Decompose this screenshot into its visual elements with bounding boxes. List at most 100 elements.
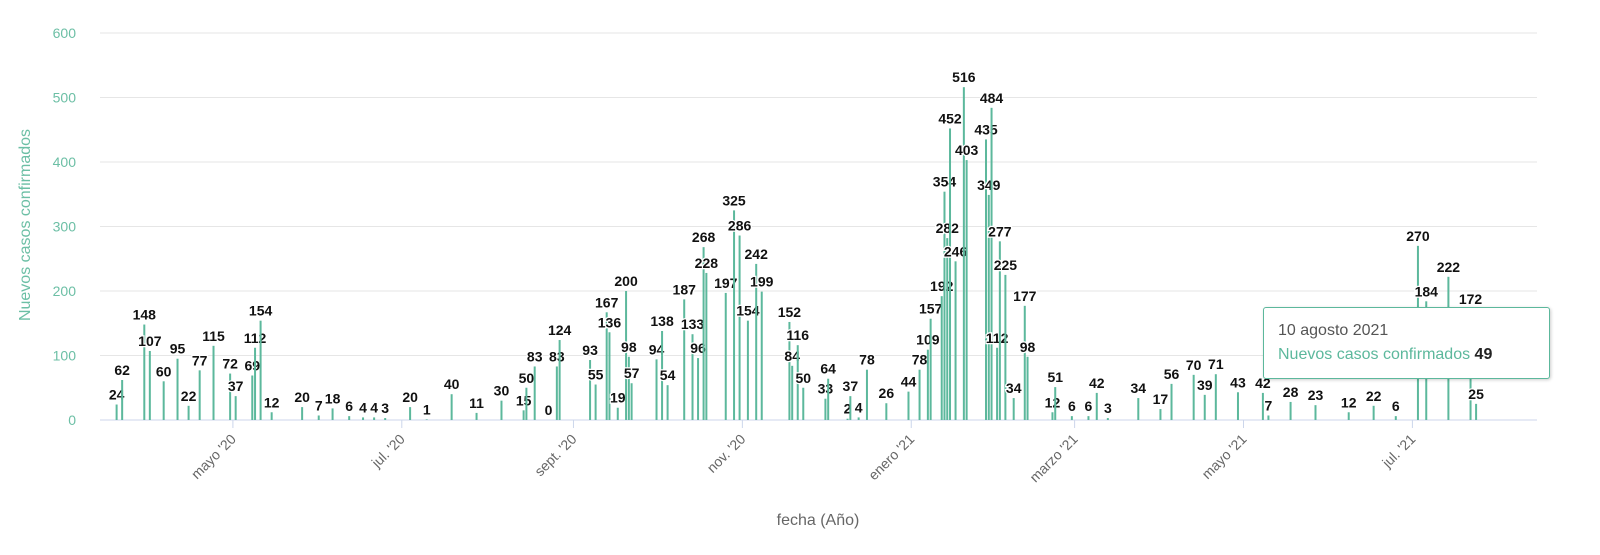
data-label: 7: [315, 397, 323, 413]
bar: [384, 418, 387, 420]
bar: [362, 417, 365, 420]
data-label: 30: [494, 383, 510, 399]
data-label: 15: [516, 392, 532, 408]
bar: [1192, 374, 1195, 420]
bar: [1023, 305, 1026, 420]
data-label: 109: [916, 332, 940, 348]
bar: [827, 378, 830, 420]
tooltip-value: 49: [1474, 346, 1493, 363]
bar: [301, 407, 304, 420]
data-label: 6: [1392, 398, 1400, 414]
bar: [1267, 415, 1270, 420]
data-label: 83: [527, 348, 543, 364]
bar: [796, 345, 799, 420]
data-label: 246: [944, 243, 968, 259]
bar: [1314, 405, 1317, 420]
bar: [1475, 403, 1478, 420]
data-label: 64: [820, 361, 836, 377]
bar: [525, 387, 528, 420]
data-label: 1: [423, 401, 431, 417]
tooltip-date: 10 agosto 2021: [1278, 322, 1389, 339]
x-tick-label: jul. '20: [368, 431, 408, 471]
bar: [558, 340, 561, 420]
data-label: 325: [722, 192, 746, 208]
data-label: 124: [548, 322, 572, 338]
data-label: 152: [778, 304, 802, 320]
bar: [987, 194, 990, 420]
data-label: 172: [1459, 291, 1483, 307]
bar: [450, 394, 453, 420]
bar: [791, 365, 794, 420]
bar: [1054, 387, 1057, 420]
data-label: 452: [938, 110, 962, 126]
bar: [1214, 374, 1217, 420]
data-label: 200: [614, 273, 638, 289]
bar: [733, 210, 736, 420]
data-label: 228: [695, 255, 719, 271]
data-label: 187: [673, 281, 697, 297]
bar: [234, 396, 237, 420]
bar: [865, 369, 868, 420]
data-label: 286: [728, 218, 752, 234]
data-label: 115: [202, 328, 225, 344]
data-label: 22: [181, 388, 197, 404]
data-label: 107: [138, 333, 162, 349]
bar: [1051, 412, 1054, 420]
data-label: 60: [156, 363, 172, 379]
bar: [605, 312, 608, 420]
bar: [630, 383, 633, 420]
bar: [251, 375, 254, 420]
data-label: 23: [1308, 387, 1324, 403]
bar: [115, 404, 118, 420]
data-label: 225: [994, 257, 1018, 273]
y-tick-label: 200: [53, 283, 77, 299]
bar: [317, 415, 320, 420]
bar: [996, 347, 999, 420]
bar: [1095, 392, 1098, 420]
bar: [475, 412, 478, 420]
bar: [1261, 392, 1264, 420]
data-label: 34: [1131, 380, 1147, 396]
x-tick-label: nov. '20: [704, 431, 749, 476]
bar: [348, 416, 351, 420]
bar: [1170, 383, 1173, 420]
bar: [1004, 274, 1007, 420]
tooltip: 10 agosto 2021 Nuevos casos confirmados …: [1263, 307, 1550, 379]
bar: [1236, 392, 1239, 420]
bar: [691, 334, 694, 420]
data-label: 112: [986, 330, 1009, 346]
bar: [965, 160, 968, 420]
data-label: 98: [1020, 339, 1036, 355]
bar: [425, 419, 428, 420]
y-tick-label: 500: [53, 90, 77, 106]
data-label: 199: [750, 274, 774, 290]
data-label: 62: [114, 362, 130, 378]
bar: [697, 358, 700, 420]
data-label: 12: [1341, 394, 1357, 410]
tooltip-series-name: Nuevos casos confirmados: [1278, 346, 1471, 363]
data-label: 6: [345, 398, 353, 414]
data-label: 7: [1265, 397, 1273, 413]
y-tick-label: 600: [53, 25, 77, 41]
data-label: 6: [1068, 398, 1076, 414]
x-tick-label: mayo '21: [1198, 431, 1249, 482]
data-label: 4: [359, 399, 367, 415]
bar: [702, 247, 705, 420]
data-label: 154: [736, 303, 760, 319]
bar: [409, 407, 412, 420]
bar: [522, 410, 525, 420]
bar: [788, 321, 791, 420]
bar: [1289, 401, 1292, 420]
data-label: 222: [1437, 259, 1461, 275]
data-label: 28: [1283, 384, 1299, 400]
bar: [885, 403, 888, 420]
bar: [608, 332, 611, 420]
bar: [918, 369, 921, 420]
bar: [846, 418, 849, 420]
bar: [229, 373, 232, 420]
data-label: 20: [402, 389, 418, 405]
data-label: 44: [901, 374, 917, 390]
bar: [589, 360, 592, 420]
data-label: 83: [549, 348, 565, 364]
